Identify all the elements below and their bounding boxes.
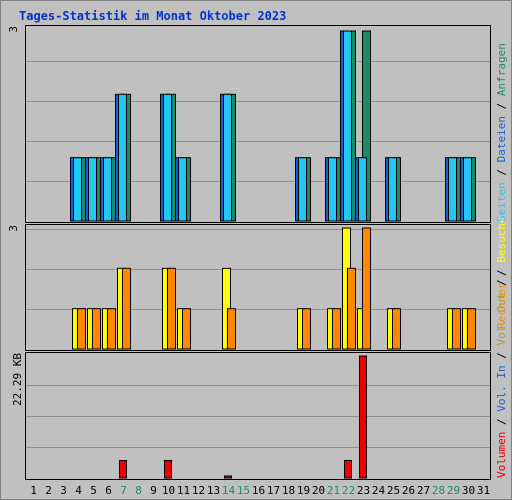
day-label-17: 17 [267,484,280,497]
bar-rechner-day-14 [227,308,236,350]
bar-rechner-day-21 [332,308,341,350]
bar-seiten-day-14 [223,93,232,222]
legend-rechner: Rechner [495,282,508,329]
day-label-20: 20 [312,484,325,497]
day-label-22: 22 [342,484,355,497]
legend-separator: / [495,263,508,283]
day-label-29: 29 [447,484,460,497]
bar-seiten-day-30 [463,157,472,222]
x-axis-day-labels: 1 2 3 4 5 6 7 8 9 10 11 12 13 14 15 16 17 18 19 20 21 22 23 24 2… [30,484,490,497]
day-label-24: 24 [372,484,386,497]
volume-panel-frame [25,352,491,480]
legend-separator: / [495,162,508,182]
bar-rechner-day-10 [167,267,176,350]
bar-seiten-day-10 [163,93,172,222]
chart-title: Tages-Statistik im Monat Oktober 2023 [19,9,286,23]
legend-separator: / [495,412,508,432]
bar-rechner-day-29 [452,308,461,350]
bar-rechner-day-25 [392,308,401,350]
bar-seiten-day-11 [178,157,187,222]
day-label-15: 15 [237,484,250,497]
bar-rechner-day-4 [77,308,86,350]
y-axis-labels: 3 3 22.29 KB [7,26,24,406]
bar-seiten-day-22 [343,30,352,222]
bar-rechner-day-22 [347,267,356,350]
bar-rechner-day-6 [107,308,116,350]
day-label-28: 28 [432,484,445,497]
legend-separator: / [495,346,508,366]
bar-seiten-day-29 [448,157,457,222]
bar-rechner-day-23 [362,227,371,350]
day-label-1: 1 [30,484,37,497]
bar-seiten-day-7 [118,93,127,222]
legend-seiten: Seiten [495,182,508,222]
bar-rechner-day-7 [122,267,131,350]
bar-rechner-day-11 [182,308,191,350]
day-label-2: 2 [45,484,52,497]
bar-seiten-day-5 [88,157,97,222]
legend-vol_in: Vol. In [495,365,508,411]
legend-dateien: Dateien [495,116,508,162]
legend-separator: / [495,279,508,292]
day-label-18: 18 [282,484,295,497]
day-label-21: 21 [327,484,340,497]
day-label-19: 19 [297,484,310,497]
bar-volumen-day-14 [224,475,232,479]
day-label-23: 23 [357,484,370,497]
visits-ymax-label: 3 [7,225,20,232]
day-label-4: 4 [75,484,82,497]
legend-visits: Rechner / Besuche [495,216,508,329]
bar-rechner-day-19 [302,308,311,350]
day-label-6: 6 [105,484,112,497]
hits-panel-frame [25,25,491,223]
legend-anfragen: Anfragen [495,43,508,96]
bar-volumen-day-23 [359,355,367,479]
visits-panel-frame [25,224,491,351]
bar-volumen-day-7 [119,459,127,479]
day-label-31: 31 [477,484,490,497]
legend-volumen: Volumen [495,432,508,478]
day-label-11: 11 [177,484,190,497]
bar-rechner-day-30 [467,308,476,350]
legend-separator: / [495,96,508,116]
bar-seiten-day-25 [388,157,397,222]
bar-seiten-day-4 [73,157,82,222]
day-label-30: 30 [462,484,475,497]
legend-vol_out: Vol. Out [495,293,508,346]
day-label-10: 10 [162,484,175,497]
bar-rechner-day-5 [92,308,101,350]
day-label-8: 8 [135,484,142,497]
legend: Volumen / Vol. In / Vol. Out / Rechner /… [495,43,508,478]
bars [70,30,476,479]
day-label-12: 12 [192,484,205,497]
day-label-5: 5 [90,484,97,497]
day-label-13: 13 [207,484,220,497]
bar-volumen-day-10 [164,459,172,479]
day-label-26: 26 [402,484,415,497]
legend-besuche: Besuche [495,216,508,262]
hits-ymax-label: 3 [7,26,20,33]
bar-seiten-day-23 [358,157,367,222]
bar-volumen-day-22 [344,459,352,479]
day-label-16: 16 [252,484,265,497]
day-label-3: 3 [60,484,67,497]
day-label-7: 7 [120,484,127,497]
legend-volume: Volumen / Vol. In / Vol. Out / [495,279,508,478]
bar-seiten-day-6 [103,157,112,222]
day-label-27: 27 [417,484,430,497]
bar-seiten-day-21 [328,157,337,222]
day-label-9: 9 [150,484,157,497]
legend-hits: Seiten / Dateien / Anfragen [495,43,508,222]
bar-seiten-day-19 [298,157,307,222]
day-label-14: 14 [222,484,236,497]
volume-ymax-label: 22.29 KB [11,353,24,406]
day-label-25: 25 [387,484,400,497]
